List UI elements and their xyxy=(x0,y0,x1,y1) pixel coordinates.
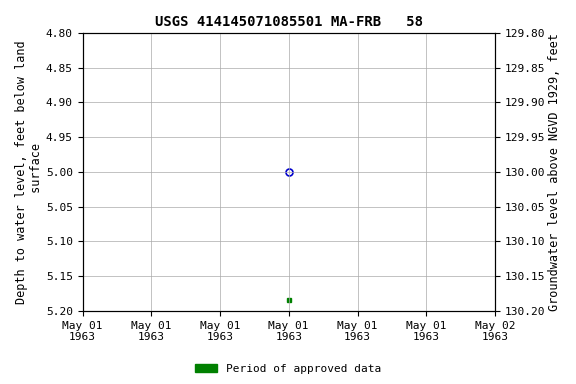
Legend: Period of approved data: Period of approved data xyxy=(191,359,385,379)
Y-axis label: Groundwater level above NGVD 1929, feet: Groundwater level above NGVD 1929, feet xyxy=(548,33,561,311)
Title: USGS 414145071085501 MA-FRB   58: USGS 414145071085501 MA-FRB 58 xyxy=(155,15,423,29)
Y-axis label: Depth to water level, feet below land
 surface: Depth to water level, feet below land su… xyxy=(15,40,43,304)
